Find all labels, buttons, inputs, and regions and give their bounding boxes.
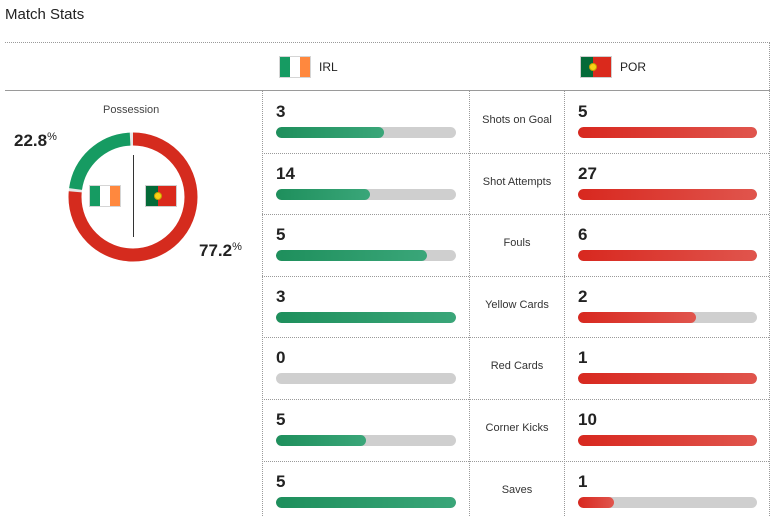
column-divider [469,90,470,516]
divider [5,42,770,43]
page-title: Match Stats [5,6,85,23]
stat-away-value: 5 [578,102,588,121]
possession-divider [133,155,134,237]
stat-home-bar [276,497,456,508]
stat-row: 3 Yellow Cards 2 [0,276,775,338]
stat-label: Shot Attempts [482,176,552,188]
possession-away-percent: 77.2% [199,241,242,260]
row-divider [262,214,769,215]
row-divider [262,153,769,154]
row-divider [262,276,769,277]
ireland-flag-icon [89,185,121,207]
stat-home-bar [276,373,456,384]
column-divider [769,42,770,516]
stat-away-bar-fill [578,250,757,261]
portugal-flag-icon [580,56,612,78]
row-divider [262,399,769,400]
row-divider [262,461,769,462]
stat-row: 5 Corner Kicks 10 [0,399,775,461]
stat-away-bar [578,127,757,138]
stat-label: Saves [501,484,533,496]
stat-home-bar-fill [276,312,456,323]
stat-away-bar-fill [578,189,757,200]
stat-away-value: 1 [578,348,588,367]
stat-away-bar [578,497,757,508]
stat-home-bar-fill [276,127,384,138]
stat-home-bar-fill [276,189,370,200]
stat-row: 5 Fouls 6 [0,214,775,276]
stat-home-value: 0 [276,348,286,367]
stat-away-bar-fill [578,127,757,138]
stat-home-value: 3 [276,102,286,121]
stat-away-value: 10 [578,410,597,429]
stat-away-bar-fill [578,373,757,384]
stat-row: 14 Shot Attempts 27 [0,153,775,215]
stat-label: Red Cards [490,360,544,372]
possession-away-arc [68,132,198,262]
stat-away-bar-fill [578,312,697,323]
possession-label: Possession [103,104,160,116]
stat-away-bar [578,312,757,323]
team-code-away: POR [620,60,647,74]
stat-away-value: 27 [578,164,597,183]
portugal-flag-icon [145,185,177,207]
stat-away-value: 2 [578,287,588,306]
stat-home-bar [276,312,456,323]
stat-home-bar-fill [276,435,366,446]
stat-away-bar [578,435,757,446]
section-divider [5,90,769,91]
stat-away-bar [578,373,757,384]
possession-home-percent: 22.8% [14,131,57,150]
stat-row: 0 Red Cards 1 [0,337,775,399]
stat-home-bar-fill [276,250,428,261]
stat-home-bar-fill [276,497,456,508]
row-divider [262,337,769,338]
team-header-away: POR [580,56,646,78]
stat-home-bar [276,189,456,200]
stat-label: Shots on Goal [482,114,552,126]
stat-home-value: 14 [276,164,295,183]
stat-away-value: 1 [578,472,588,491]
ireland-flag-icon [279,56,311,78]
team-code-home: IRL [319,60,338,74]
stat-away-value: 6 [578,225,588,244]
stat-home-value: 3 [276,287,286,306]
column-divider [564,90,565,516]
possession-donut-chart [68,132,198,262]
team-header-home: IRL [279,56,338,78]
stat-home-value: 5 [276,410,286,429]
stat-home-bar [276,127,456,138]
stat-home-value: 5 [276,225,286,244]
stat-home-value: 5 [276,472,286,491]
stat-label: Yellow Cards [485,299,549,311]
stat-row: 3 Shots on Goal 5 [0,91,775,153]
stat-home-bar [276,435,456,446]
stat-row: 5 Saves 1 [0,461,775,516]
stat-label: Corner Kicks [485,422,549,434]
stat-away-bar [578,189,757,200]
column-divider [262,90,263,516]
stat-away-bar [578,250,757,261]
stat-home-bar [276,250,456,261]
stat-away-bar-fill [578,497,614,508]
stat-label: Fouls [503,237,531,249]
possession-home-arc [68,132,198,262]
stat-away-bar-fill [578,435,757,446]
